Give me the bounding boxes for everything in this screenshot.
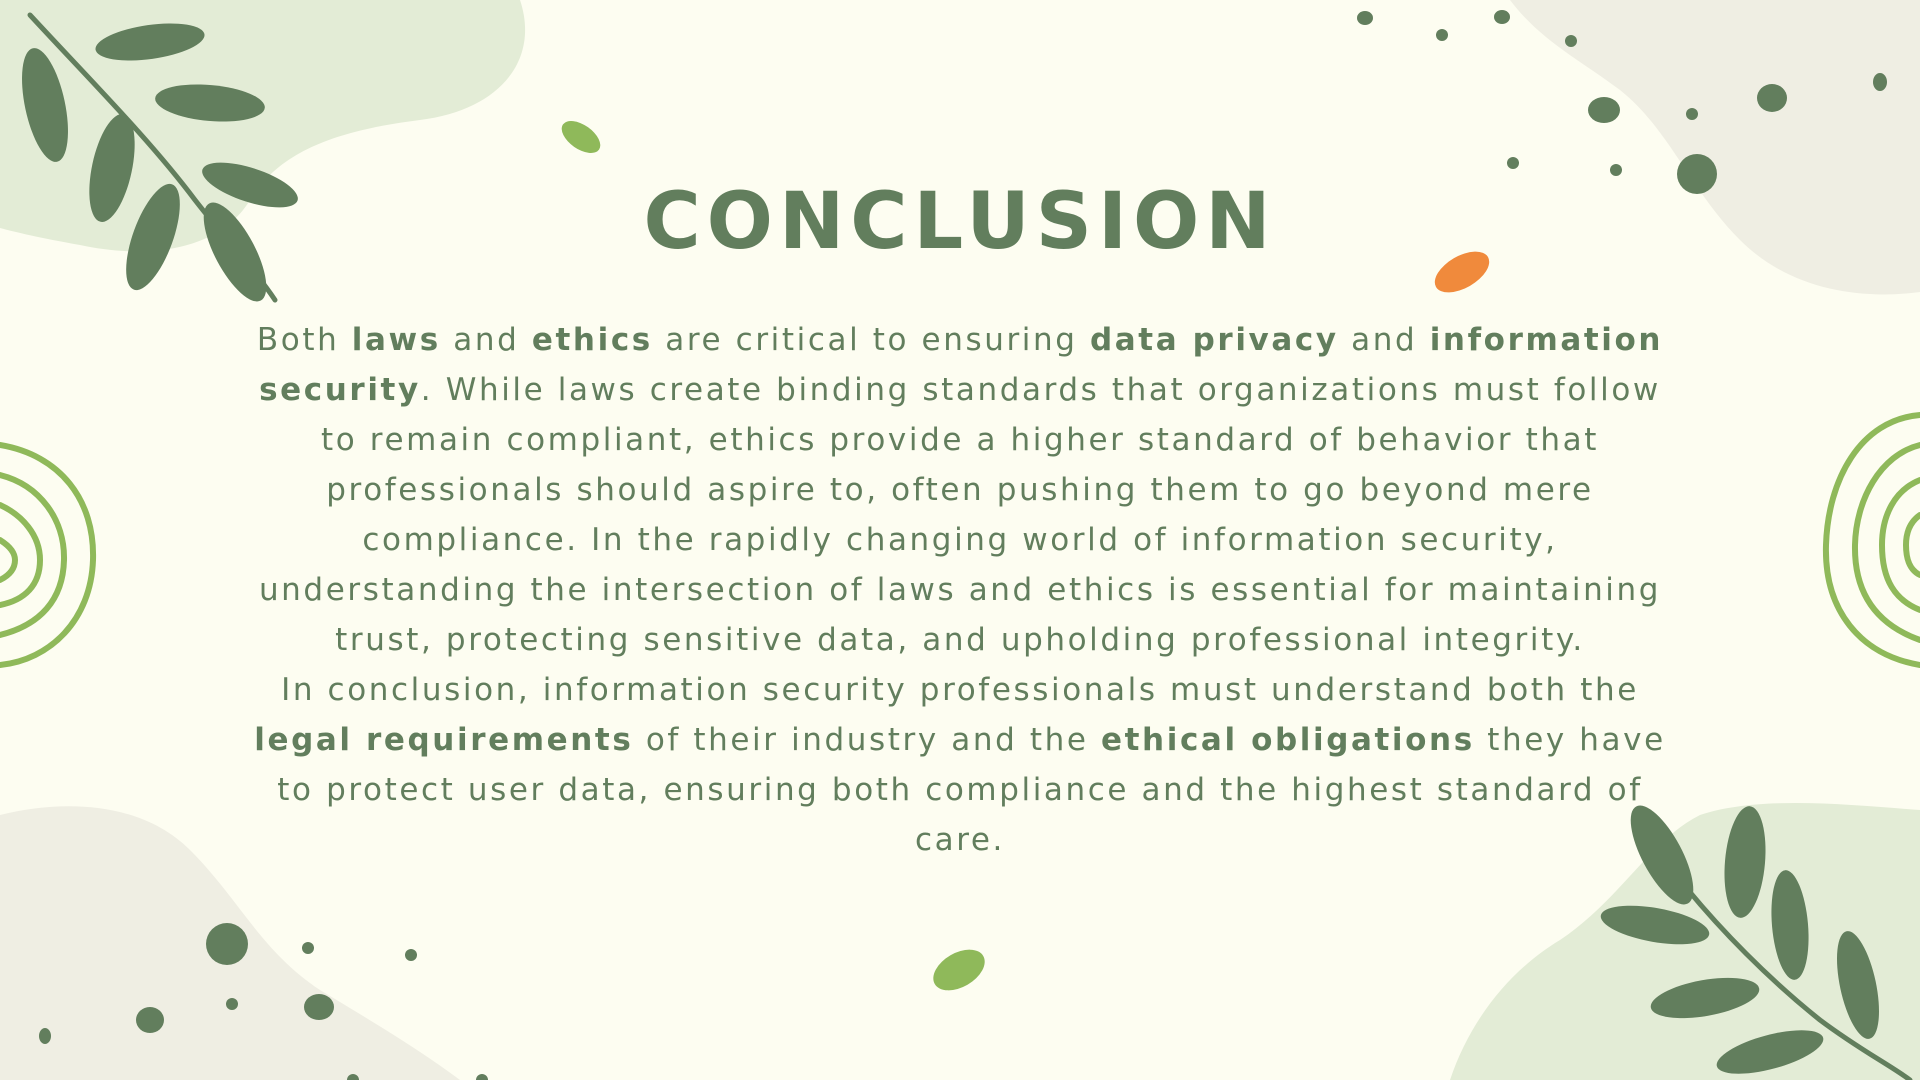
emphasis-text: ethical obligations xyxy=(1101,722,1475,758)
body-text: of their industry and the xyxy=(633,722,1102,758)
body-text: Both xyxy=(256,322,352,358)
emphasis-text: laws xyxy=(351,322,441,358)
emphasis-text: data privacy xyxy=(1090,322,1339,358)
top-right-blob xyxy=(1510,0,1920,295)
small-leaf-bottom-icon xyxy=(933,949,985,991)
emphasis-text: legal requirements xyxy=(254,722,634,758)
concentric-rings-right-icon xyxy=(1822,412,1920,668)
top-left-blob xyxy=(0,0,526,252)
body-text: they have to protect user data, ensuring… xyxy=(277,722,1666,858)
emphasis-text: ethics xyxy=(531,322,653,358)
orange-leaf-icon xyxy=(1434,251,1490,293)
dots-top-right-icon xyxy=(1357,10,1887,194)
paragraph-conclusion: In conclusion, information security prof… xyxy=(240,665,1680,865)
leaf-branch-top-left-icon xyxy=(22,12,298,303)
emphasis-text: information security xyxy=(259,322,1664,408)
body-text: are critical to ensuring xyxy=(652,322,1090,358)
small-leaf-top-icon xyxy=(561,121,601,153)
slide-title: CONCLUSION xyxy=(643,177,1277,267)
slide-body: Both laws and ethics are critical to ens… xyxy=(240,315,1680,865)
dots-bottom-left-icon xyxy=(39,923,488,1080)
body-text: and xyxy=(440,322,532,358)
leaf-branch-bottom-right-icon xyxy=(1600,805,1913,1080)
concentric-rings-left-icon xyxy=(0,442,97,668)
paragraph-summary: Both laws and ethics are critical to ens… xyxy=(240,315,1680,665)
body-text: and xyxy=(1338,322,1430,358)
body-text: In conclusion, information security prof… xyxy=(281,672,1639,708)
body-text: . While laws create binding standards th… xyxy=(258,372,1662,658)
